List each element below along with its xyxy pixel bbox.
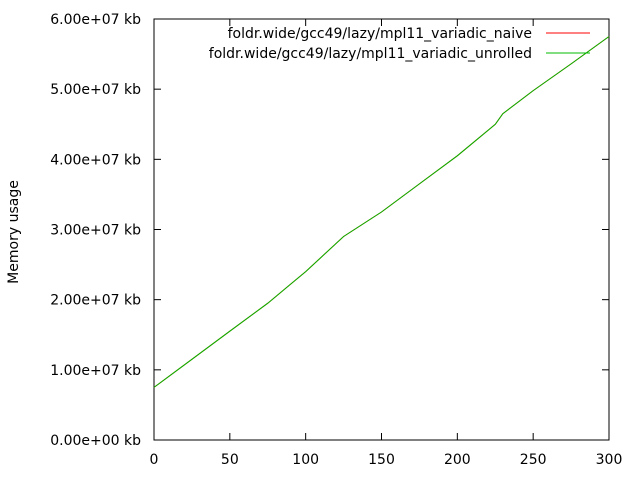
legend: foldr.wide/gcc49/lazy/mpl11_variadic_nai…: [209, 26, 590, 62]
y-tick-label: 6.00e+07 kb: [50, 12, 141, 28]
y-tick-label: 1.00e+07 kb: [50, 363, 141, 379]
legend-label-1: foldr.wide/gcc49/lazy/mpl11_variadic_unr…: [209, 46, 532, 62]
y-axis: 0.00e+00 kb 1.00e+07 kb 2.00e+07 kb 3.00e+0…: [50, 12, 609, 449]
x-tick-label: 300: [596, 452, 623, 468]
x-tick-label: 200: [444, 452, 471, 468]
legend-label-0: foldr.wide/gcc49/lazy/mpl11_variadic_nai…: [228, 26, 532, 42]
y-tick-label: 3.00e+07 kb: [50, 223, 141, 239]
x-tick-label: 100: [292, 452, 319, 468]
x-tick-label: 250: [520, 452, 547, 468]
x-tick-label: 50: [221, 452, 239, 468]
series-line-1: [153, 36, 610, 388]
plot-frame: [153, 18, 610, 441]
series-lines: [153, 36, 610, 388]
y-tick-label: 4.00e+07 kb: [50, 152, 141, 168]
x-tick-label: 150: [368, 452, 395, 468]
x-tick-label: 0: [150, 452, 159, 468]
x-axis: 0 50 100 150 200 250 300: [150, 19, 623, 468]
y-tick-label: 5.00e+07 kb: [50, 82, 141, 98]
y-axis-label: Memory usage: [6, 180, 22, 284]
y-tick-label: 2.00e+07 kb: [50, 293, 141, 309]
y-tick-label: 0.00e+00 kb: [50, 433, 141, 449]
